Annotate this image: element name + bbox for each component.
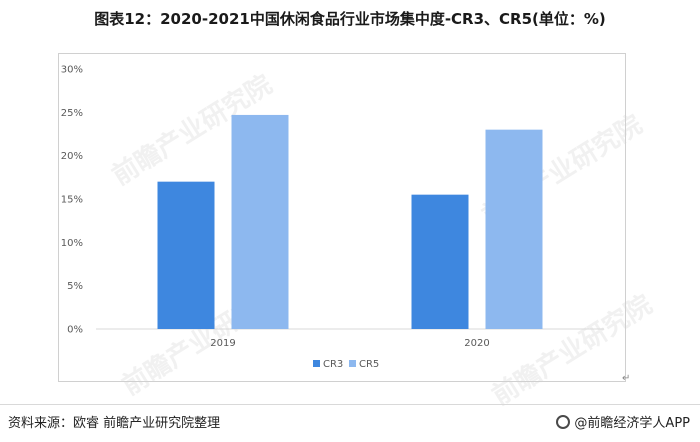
bar-cr3-2019 [157, 181, 215, 329]
legend-swatch-cr3 [313, 360, 320, 367]
y-tick-label: 25% [61, 108, 83, 119]
source-note: 资料来源：欧睿 前瞻产业研究院整理 [8, 416, 221, 431]
chart-frame [58, 53, 626, 382]
x-tick-label: 2020 [464, 338, 489, 349]
y-tick-label: 5% [67, 281, 83, 292]
y-tick-label: 20% [61, 151, 83, 162]
legend-swatch-cr5 [349, 360, 356, 367]
y-tick-label: 0% [67, 325, 83, 336]
x-tick-label: 2019 [210, 338, 235, 349]
brand-text: @前瞻经济学人APP [574, 416, 690, 431]
return-mark: ↵ [622, 373, 631, 384]
bar-chart: 0% 5% 10% 15% 20% 25% 30% 2019 2020 CR3 CR5 [61, 65, 604, 370]
bar-cr5-2020 [485, 129, 543, 329]
y-tick-label: 15% [61, 195, 83, 206]
footer-divider [0, 404, 700, 405]
y-tick-label: 10% [61, 238, 83, 249]
legend-label-cr5: CR5 [359, 359, 379, 370]
brand-credit: @前瞻经济学人APP [556, 412, 690, 431]
bar-cr3-2020 [411, 194, 469, 329]
legend-label-cr3: CR3 [323, 359, 343, 370]
y-tick-label: 30% [61, 65, 83, 76]
brand-logo-icon [556, 414, 571, 429]
bar-cr5-2019 [231, 114, 289, 329]
chart-title: 图表12：2020-2021中国休闲食品行业市场集中度-CR3、CR5(单位：%… [94, 10, 606, 28]
